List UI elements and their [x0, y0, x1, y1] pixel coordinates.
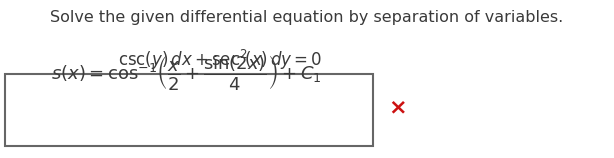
Text: $\mathrm{csc}(y)\,dx + \mathrm{sec}^2\!(x)\,dy = 0$: $\mathrm{csc}(y)\,dx + \mathrm{sec}^2\!(… — [118, 48, 322, 72]
FancyBboxPatch shape — [5, 74, 373, 146]
Text: Solve the given differential equation by separation of variables.: Solve the given differential equation by… — [50, 10, 564, 25]
Text: $s(x) = \cos^{-1}\!\left(\dfrac{x}{2} + \dfrac{\sin(2x)}{4}\right) + C_1$: $s(x) = \cos^{-1}\!\left(\dfrac{x}{2} + … — [51, 54, 321, 92]
Text: $\mathbf{\times}$: $\mathbf{\times}$ — [388, 98, 406, 118]
